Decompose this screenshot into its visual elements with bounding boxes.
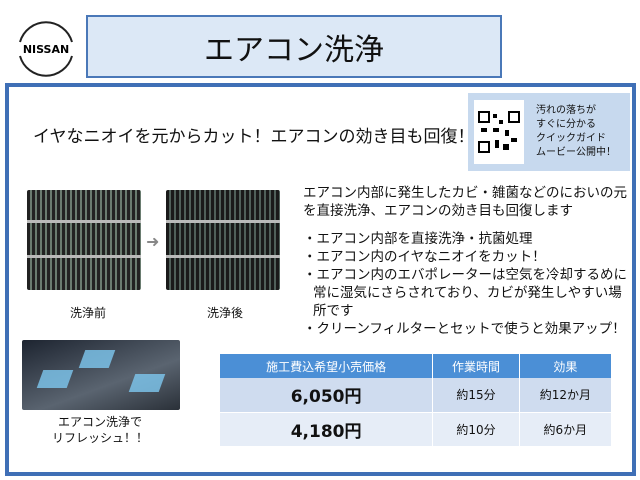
qr-code-icon[interactable] bbox=[474, 100, 524, 164]
bullet-item: ・エアコン内のイヤなニオイをカット！ bbox=[303, 249, 546, 265]
time-cell: 約10分 bbox=[432, 412, 520, 447]
before-label: 洗浄前 bbox=[70, 306, 107, 320]
bullet-item: ・エアコン内のエバポレーターは空気を冷却するめに常に湿気にさらされており、カビが… bbox=[303, 267, 627, 319]
brand-text: NISSAN bbox=[23, 43, 69, 56]
effect-cell: 約12か月 bbox=[519, 378, 613, 413]
time-cell: 約15分 bbox=[432, 378, 520, 413]
after-image bbox=[166, 190, 280, 290]
page-title: エアコン洗浄 bbox=[86, 15, 502, 78]
before-image bbox=[27, 190, 141, 290]
description: エアコン内部に発生したカビ・雑菌などのにおいの元を直接洗浄、エアコンの効き目も回… bbox=[303, 184, 633, 338]
price-cell: 4,180円 bbox=[220, 412, 434, 447]
nissan-logo: NISSAN bbox=[12, 16, 80, 80]
qr-panel: 汚れの落ちが すぐに分かる クイックガイド ムービー公開中！ bbox=[468, 93, 630, 171]
car-caption-line: エアコン洗浄で bbox=[57, 415, 142, 429]
description-intro: エアコン内部に発生したカビ・雑菌などのにおいの元を直接洗浄、エアコンの効き目も回… bbox=[303, 185, 627, 219]
effect-cell: 約6か月 bbox=[519, 412, 613, 447]
qr-line: 汚れの落ちが bbox=[536, 105, 596, 116]
header-effect: 効果 bbox=[519, 354, 613, 378]
table-row: 6,050円 約15分 約12か月 bbox=[220, 378, 613, 413]
car-caption: エアコン洗浄で リフレッシュ！！ bbox=[40, 414, 160, 446]
header-time: 作業時間 bbox=[432, 354, 520, 378]
bullet-item: ・クリーンフィルターとセットで使うと効果アップ！ bbox=[303, 321, 626, 337]
price-table: 施工費込希望小売価格 作業時間 効果 6,050円 約15分 約12か月 4,180円約… bbox=[220, 354, 613, 447]
arrow-right-icon: ➜ bbox=[146, 232, 160, 251]
bullet-item: ・エアコン内部を直接洗浄・抗菌処理 bbox=[303, 231, 533, 247]
header-price: 施工費込希望小売価格 bbox=[220, 354, 434, 378]
qr-line: すぐに分かる bbox=[536, 119, 596, 130]
qr-text: 汚れの落ちが すぐに分かる クイックガイド ムービー公開中！ bbox=[536, 104, 616, 160]
headline: イヤなニオイを元からカット！エアコンの効き目も回復！ bbox=[33, 127, 475, 147]
after-label: 洗浄後 bbox=[207, 306, 244, 320]
table-row: 4,180円 約10分 約6か月 bbox=[220, 412, 613, 447]
car-interior-image bbox=[22, 340, 180, 410]
qr-line: ムービー公開中！ bbox=[536, 147, 616, 158]
car-caption-line: リフレッシュ！！ bbox=[51, 431, 148, 445]
price-cell: 6,050円 bbox=[220, 378, 434, 413]
qr-line: クイックガイド bbox=[536, 133, 606, 144]
